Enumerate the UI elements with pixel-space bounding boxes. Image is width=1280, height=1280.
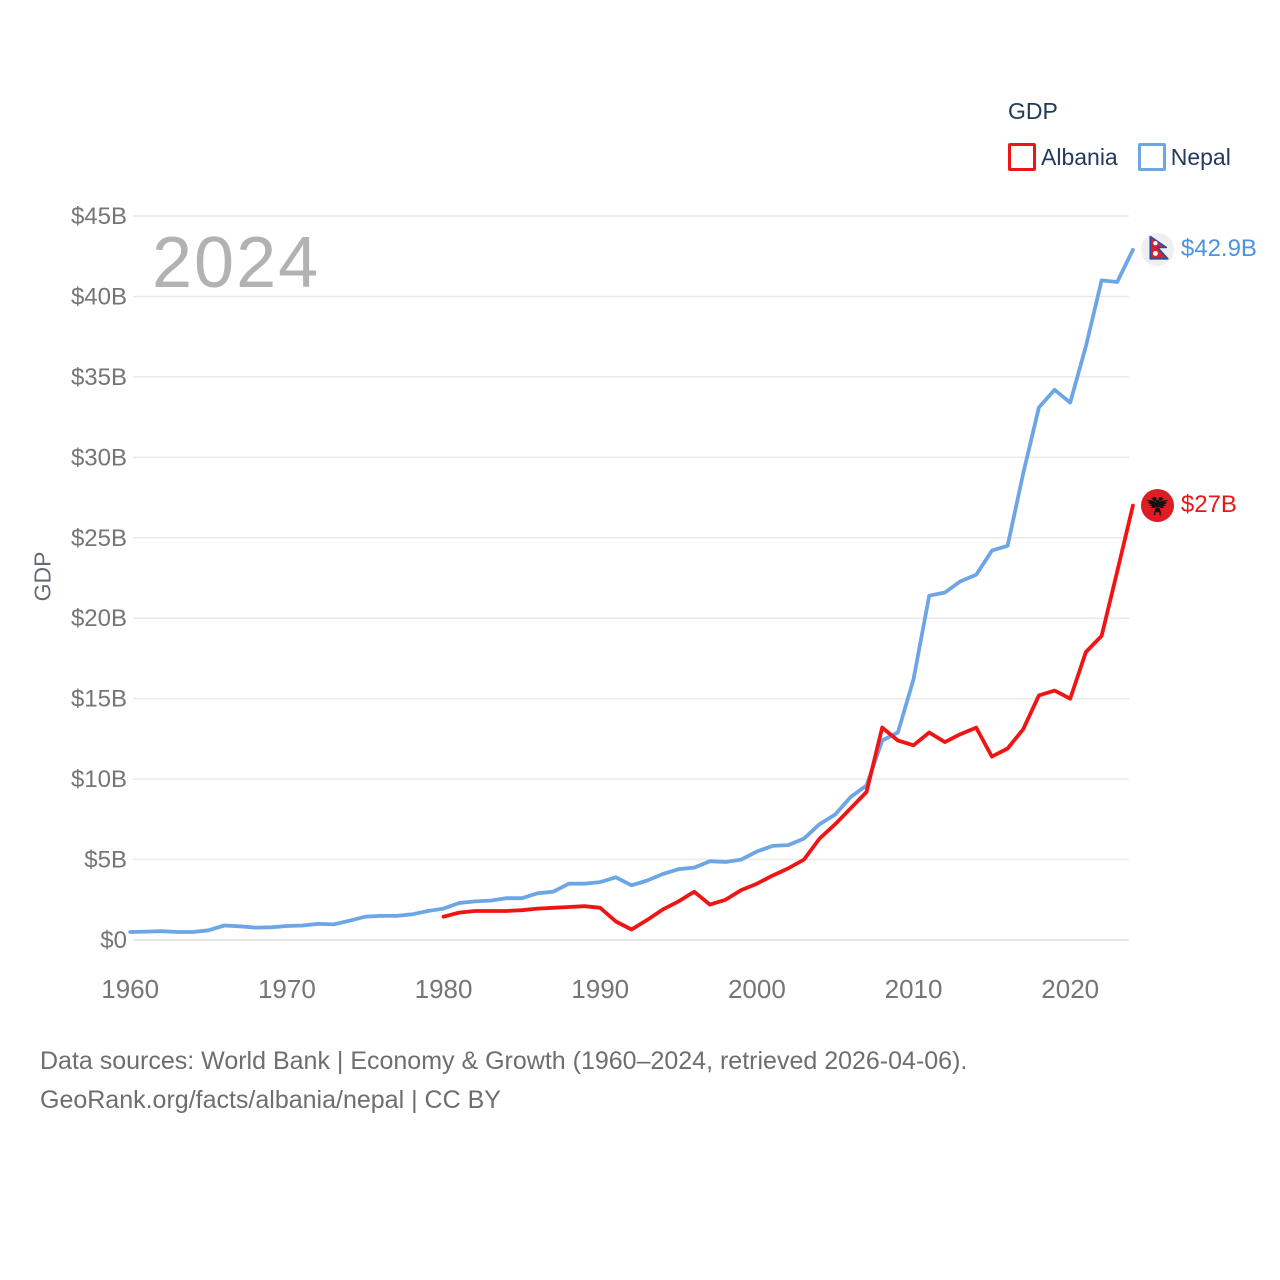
legend-label-albania: Albania: [1041, 143, 1118, 170]
svg-text:2010: 2010: [885, 974, 943, 1004]
albania-swatch-icon: [1008, 143, 1036, 171]
footer-attribution-line: GeoRank.org/facts/albania/nepal | CC BY: [40, 1086, 501, 1114]
albania-flag-icon: [1140, 488, 1174, 522]
svg-text:$45B: $45B: [71, 203, 127, 230]
svg-text:$35B: $35B: [71, 364, 127, 391]
nepal-end-value: $42.9B: [1180, 235, 1257, 263]
legend-title: GDP: [1008, 98, 1058, 124]
legend-item-albania[interactable]: Albania: [1008, 143, 1118, 171]
svg-text:$25B: $25B: [71, 525, 127, 552]
legend-item-nepal[interactable]: Nepal: [1137, 143, 1231, 171]
svg-text:$10B: $10B: [71, 766, 127, 793]
footer: Data sources: World Bank | Economy & Gro…: [40, 1042, 967, 1120]
nepal-flag-icon: [1140, 232, 1174, 266]
svg-text:2000: 2000: [728, 974, 786, 1004]
nepal-end-label: $42.9B: [1140, 232, 1257, 266]
albania-end-label: $27B: [1140, 488, 1237, 522]
svg-text:$20B: $20B: [71, 605, 127, 632]
svg-text:1970: 1970: [258, 974, 316, 1004]
footer-sources-line: Data sources: World Bank | Economy & Gro…: [40, 1047, 968, 1075]
svg-text:1960: 1960: [101, 974, 159, 1004]
legend: GDP Albania Nepal: [1008, 98, 1231, 171]
legend-items: Albania Nepal: [1008, 143, 1231, 171]
svg-text:$15B: $15B: [71, 686, 127, 713]
svg-text:$30B: $30B: [71, 444, 127, 471]
watermark-year: 2024: [152, 223, 321, 303]
svg-text:1980: 1980: [415, 974, 473, 1004]
albania-end-value: $27B: [1180, 491, 1237, 519]
svg-text:$0: $0: [100, 927, 127, 954]
svg-text:1990: 1990: [571, 974, 629, 1004]
nepal-swatch-icon: [1137, 143, 1166, 171]
gdp-line-chart: $45B $40B $35B $30B $25B $20B $15B $10B $5B $0 196…: [71, 203, 1135, 1004]
svg-text:2020: 2020: [1041, 974, 1099, 1004]
legend-label-nepal: Nepal: [1170, 143, 1231, 170]
svg-text:$5B: $5B: [84, 847, 127, 874]
svg-text:$40B: $40B: [71, 283, 127, 310]
